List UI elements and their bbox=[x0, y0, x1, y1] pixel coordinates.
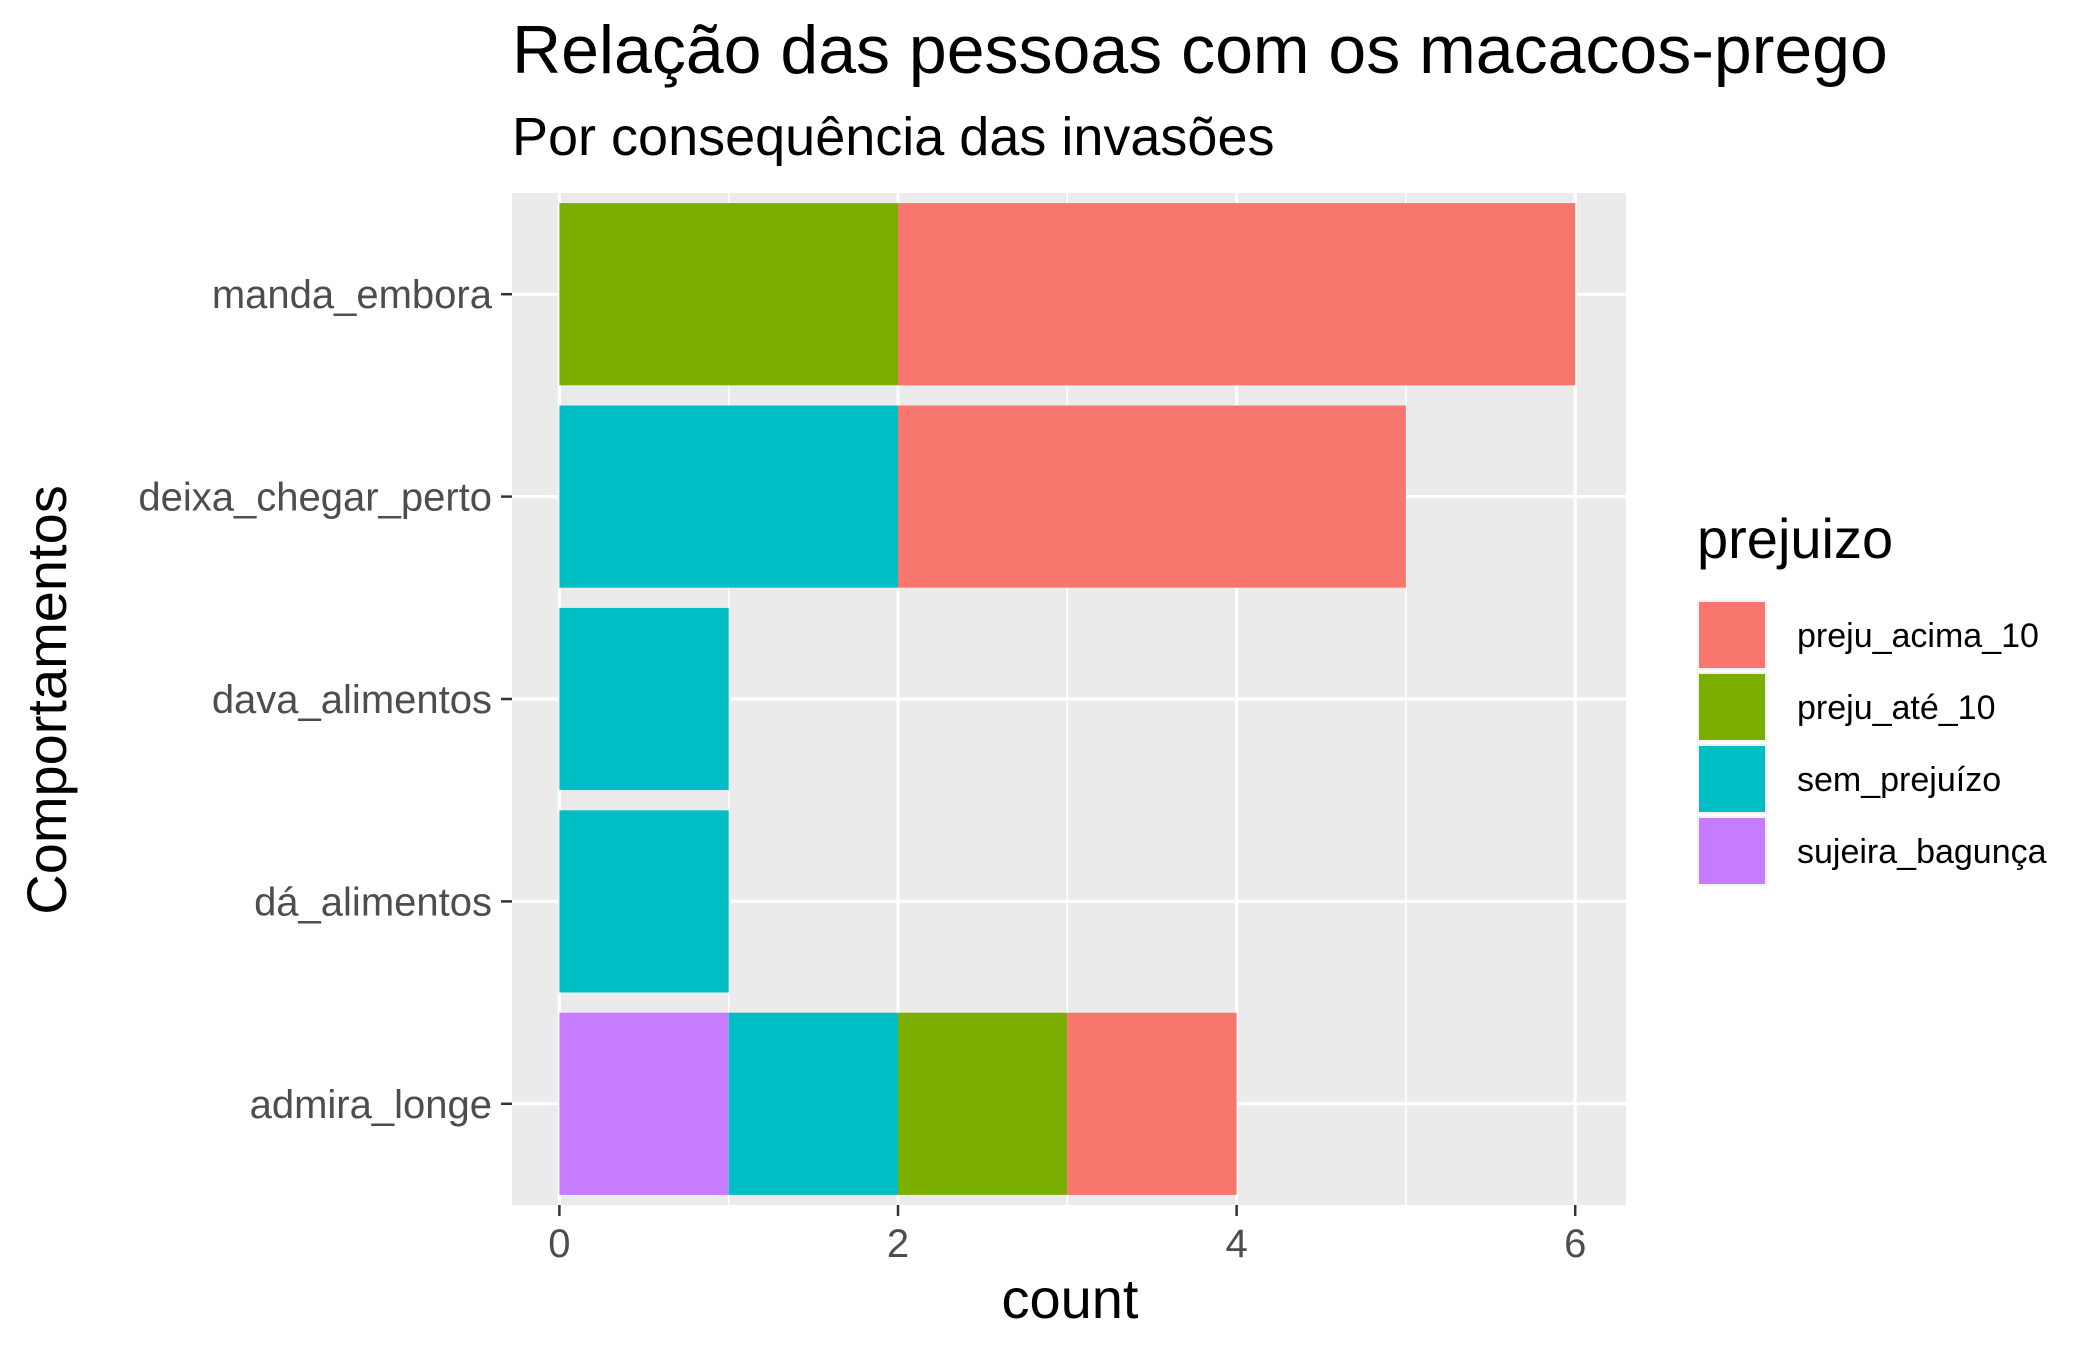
legend-entry-label: preju_acima_10 bbox=[1797, 617, 2039, 655]
plot-panel: 0 2 4 6 manda_embora deixa_chegar_perto dava_a… bbox=[138, 193, 1626, 1266]
y-tick-label: deixa_chegar_perto bbox=[138, 476, 492, 520]
y-axis-label: Comportamentos bbox=[15, 485, 78, 915]
bar-segment bbox=[728, 1012, 899, 1195]
bar-segment bbox=[559, 607, 729, 791]
legend-key-swatch bbox=[1699, 818, 1765, 884]
legend-key-swatch bbox=[1699, 602, 1765, 668]
x-tick-label: 6 bbox=[1564, 1222, 1586, 1266]
chart-title: Relação das pessoas com os macacos-prego bbox=[512, 12, 1888, 88]
legend-entry-label: sem_prejuízo bbox=[1797, 761, 2001, 799]
x-tick-label: 2 bbox=[887, 1222, 909, 1266]
legend-entry-label: sujeira_bagunça bbox=[1797, 833, 2047, 871]
bar-segment bbox=[559, 1012, 729, 1195]
y-tick-label: admira_longe bbox=[250, 1083, 492, 1127]
y-tick-label: dava_alimentos bbox=[212, 678, 492, 722]
x-tick-label: 4 bbox=[1225, 1222, 1247, 1266]
bar-segment bbox=[559, 810, 729, 993]
bar-segment bbox=[898, 203, 1576, 386]
chart-subtitle: Por consequência das invasões bbox=[512, 107, 1275, 167]
bar-segment bbox=[898, 405, 1406, 588]
legend: preju_acima_10 preju_até_10 sem_prejuízosu… bbox=[1697, 600, 2047, 886]
x-tick-label: 0 bbox=[548, 1222, 570, 1266]
legend-title: prejuizo bbox=[1697, 507, 1893, 570]
legend-key-swatch bbox=[1699, 674, 1765, 740]
legend-key-swatch bbox=[1699, 746, 1765, 812]
x-axis-label: count bbox=[1002, 1267, 1139, 1330]
bar-segment bbox=[559, 405, 899, 588]
bar-segment bbox=[898, 1012, 1068, 1195]
legend-entry-label: preju_até_10 bbox=[1797, 689, 1996, 727]
bar-segment bbox=[1067, 1012, 1237, 1195]
y-tick-label: manda_embora bbox=[212, 273, 493, 317]
bar-segment bbox=[559, 203, 899, 386]
y-tick-label: dá_alimentos bbox=[254, 880, 492, 924]
